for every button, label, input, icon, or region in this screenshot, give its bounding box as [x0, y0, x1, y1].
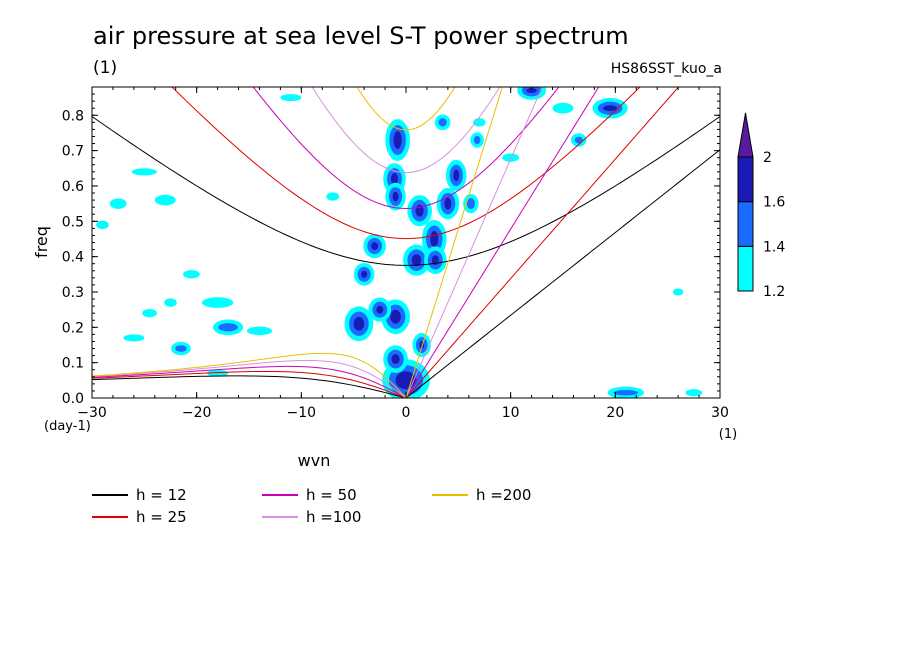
heatmap-blob — [473, 135, 481, 145]
legend-label: h = 25 — [136, 508, 187, 526]
chart-title: air pressure at sea level S-T power spec… — [93, 22, 629, 50]
heatmap-blob — [131, 168, 157, 176]
x-tick-label: −30 — [77, 405, 107, 421]
heatmap-blob — [207, 369, 229, 377]
dispersion-curve-h200-gravity — [356, 87, 456, 131]
heatmap-blob — [552, 102, 574, 114]
heatmap-blob — [613, 389, 639, 396]
heatmap-blob — [390, 309, 401, 324]
dispersion-curve-h100-kelvin — [405, 87, 543, 398]
heatmap-blob — [371, 242, 379, 250]
heatmap-blob — [326, 192, 340, 201]
dispersion-curve-h12-kelvin — [405, 149, 720, 398]
y-tick-label: 0.1 — [62, 356, 84, 372]
x-tick-label: 30 — [711, 405, 729, 421]
x-unit-label: (1) — [719, 427, 737, 442]
heatmap-blob — [603, 105, 618, 112]
y-tick-label: 0.7 — [62, 144, 84, 160]
x-tick-label: 0 — [402, 405, 411, 421]
x-tick-label: 10 — [502, 405, 520, 421]
colorbar-label: 1.4 — [763, 239, 785, 255]
y-tick-label: 0.3 — [62, 285, 84, 301]
y-tick-label: 0.4 — [62, 250, 84, 266]
heatmap-blob — [142, 308, 157, 318]
dispersion-curve-h50-kelvin — [405, 87, 600, 398]
heatmap-blob — [430, 231, 439, 247]
heatmap-blob — [472, 118, 486, 127]
heatmap-blob — [353, 316, 365, 331]
heatmap-blob — [123, 334, 145, 342]
dispersion-curve-h25-kelvin — [405, 87, 680, 398]
heatmap-blob — [411, 254, 422, 267]
legend-label: h = 50 — [306, 486, 357, 504]
chart-run-tag: HS86SST_kuo_a — [610, 61, 722, 77]
dispersion-curve-h100-gravity — [311, 87, 501, 174]
heatmap-blob — [376, 305, 384, 314]
dispersion-curve-h50-rossby — [92, 365, 407, 398]
x-tick-label: 20 — [606, 405, 624, 421]
heatmap-blob — [574, 136, 583, 144]
chart-subtitle-unit: (1) — [93, 58, 118, 78]
heatmap-blob — [466, 198, 475, 210]
y-tick-label: 0.6 — [62, 179, 84, 195]
heatmap-blob — [502, 153, 520, 162]
heatmap-blob — [672, 288, 684, 296]
x-tick-label: −20 — [182, 405, 212, 421]
colorbar-label: 1.6 — [763, 195, 785, 211]
heatmap-blob — [218, 323, 238, 332]
heatmap-blob — [391, 354, 400, 365]
heatmap-blob — [444, 197, 452, 210]
heatmap-blob — [280, 94, 302, 102]
colorbar-triangle — [737, 112, 754, 158]
heatmap-blob — [390, 172, 399, 185]
heatmap-blob — [164, 298, 177, 307]
heatmap-blob — [438, 118, 447, 127]
heatmap-blob — [685, 389, 703, 397]
y-axis-label: freq — [32, 226, 51, 258]
heatmap-blob — [392, 191, 399, 202]
heatmap-blob — [393, 131, 402, 149]
dispersion-curve-h12-gravity — [92, 116, 720, 266]
colorbar-box — [737, 201, 754, 247]
dispersion-curve-h25-gravity — [171, 87, 641, 240]
heatmap-blob — [154, 194, 176, 206]
y-unit-label: (day-1) — [44, 419, 91, 434]
heatmap-blob — [361, 270, 368, 278]
heatmap-blob — [96, 220, 109, 230]
dispersion-curve-h200-kelvin — [405, 87, 503, 398]
colorbar-label: 2 — [763, 150, 772, 166]
legend-label: h =100 — [306, 508, 361, 526]
legend-label: h =200 — [476, 486, 531, 504]
y-tick-label: 0.2 — [62, 320, 84, 336]
heatmap-blob — [183, 270, 200, 279]
colorbar-label: 1.2 — [763, 284, 785, 300]
colorbar-box — [737, 245, 754, 292]
y-tick-label: 0.8 — [62, 108, 84, 124]
dispersion-curve-h50-gravity — [252, 87, 560, 209]
legend-label: h = 12 — [136, 486, 187, 504]
heatmap-blob — [175, 345, 187, 352]
heatmap-blob — [246, 326, 273, 336]
colorbar-box — [737, 156, 754, 203]
dispersion-curve-h25-rossby — [92, 370, 407, 398]
y-tick-label: 0.5 — [62, 214, 84, 230]
x-axis-label: wvn — [298, 451, 331, 470]
heatmap-blob — [201, 297, 234, 308]
heatmap-blob — [453, 169, 460, 182]
heatmap-blob — [526, 88, 537, 93]
x-tick-label: −10 — [287, 405, 317, 421]
heatmap-blob — [109, 198, 127, 209]
dispersion-curve-h12-rossby — [92, 375, 407, 398]
dispersion-curve-h100-rossby — [92, 359, 407, 398]
dispersion-curve-h200-rossby — [92, 352, 407, 398]
y-tick-label: 0.0 — [62, 391, 84, 407]
